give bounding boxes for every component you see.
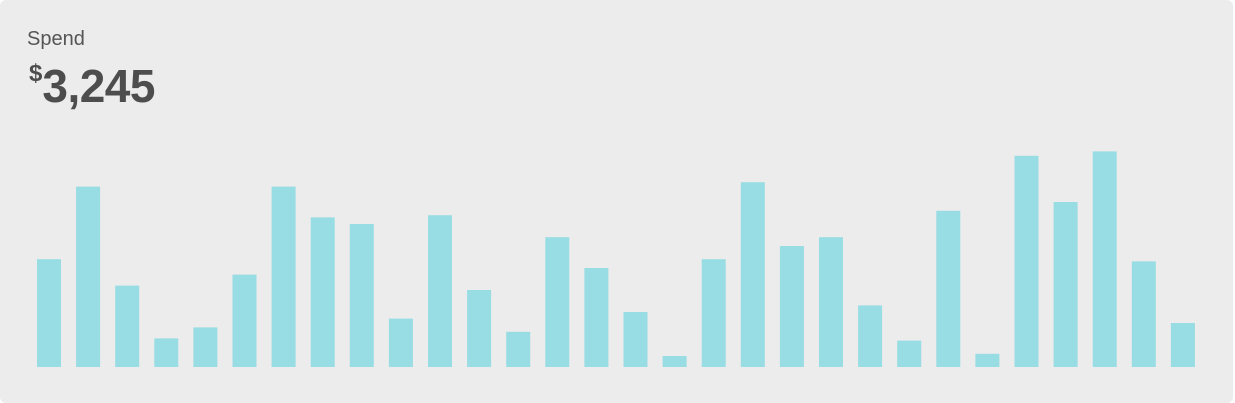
chart-bar	[1014, 155, 1039, 367]
chart-bar	[779, 246, 804, 367]
chart-bar	[858, 305, 883, 367]
chart-bar	[37, 259, 61, 367]
chart-bar	[936, 210, 961, 367]
chart-bar	[310, 217, 335, 367]
chart-bar	[740, 182, 765, 367]
chart-bar	[545, 237, 570, 367]
currency-symbol: $	[29, 60, 43, 87]
chart-bar	[897, 340, 922, 367]
chart-bar	[819, 237, 843, 367]
chart-bar	[662, 356, 687, 367]
chart-bar	[1092, 151, 1117, 367]
chart-bar	[232, 274, 257, 367]
chart-bar	[467, 290, 492, 367]
chart-bar	[193, 327, 218, 367]
chart-bar	[154, 338, 179, 367]
chart-bar	[1131, 261, 1156, 367]
chart-bar	[584, 268, 609, 367]
chart-bar	[623, 312, 648, 367]
chart-bar	[76, 186, 101, 367]
chart-bar	[349, 224, 374, 367]
chart-bar	[271, 186, 296, 367]
chart-bar	[975, 353, 1000, 367]
spend-label: Spend	[27, 28, 85, 50]
spend-value: 3,245	[42, 60, 155, 112]
chart-bar	[1170, 323, 1195, 367]
chart-bar	[115, 285, 140, 367]
chart-bar	[701, 259, 726, 367]
chart-bar	[388, 318, 413, 367]
spend-amount: $3,245	[29, 58, 155, 114]
chart-bar	[506, 331, 531, 367]
chart-bar	[1053, 202, 1078, 367]
chart-bar	[428, 215, 452, 367]
